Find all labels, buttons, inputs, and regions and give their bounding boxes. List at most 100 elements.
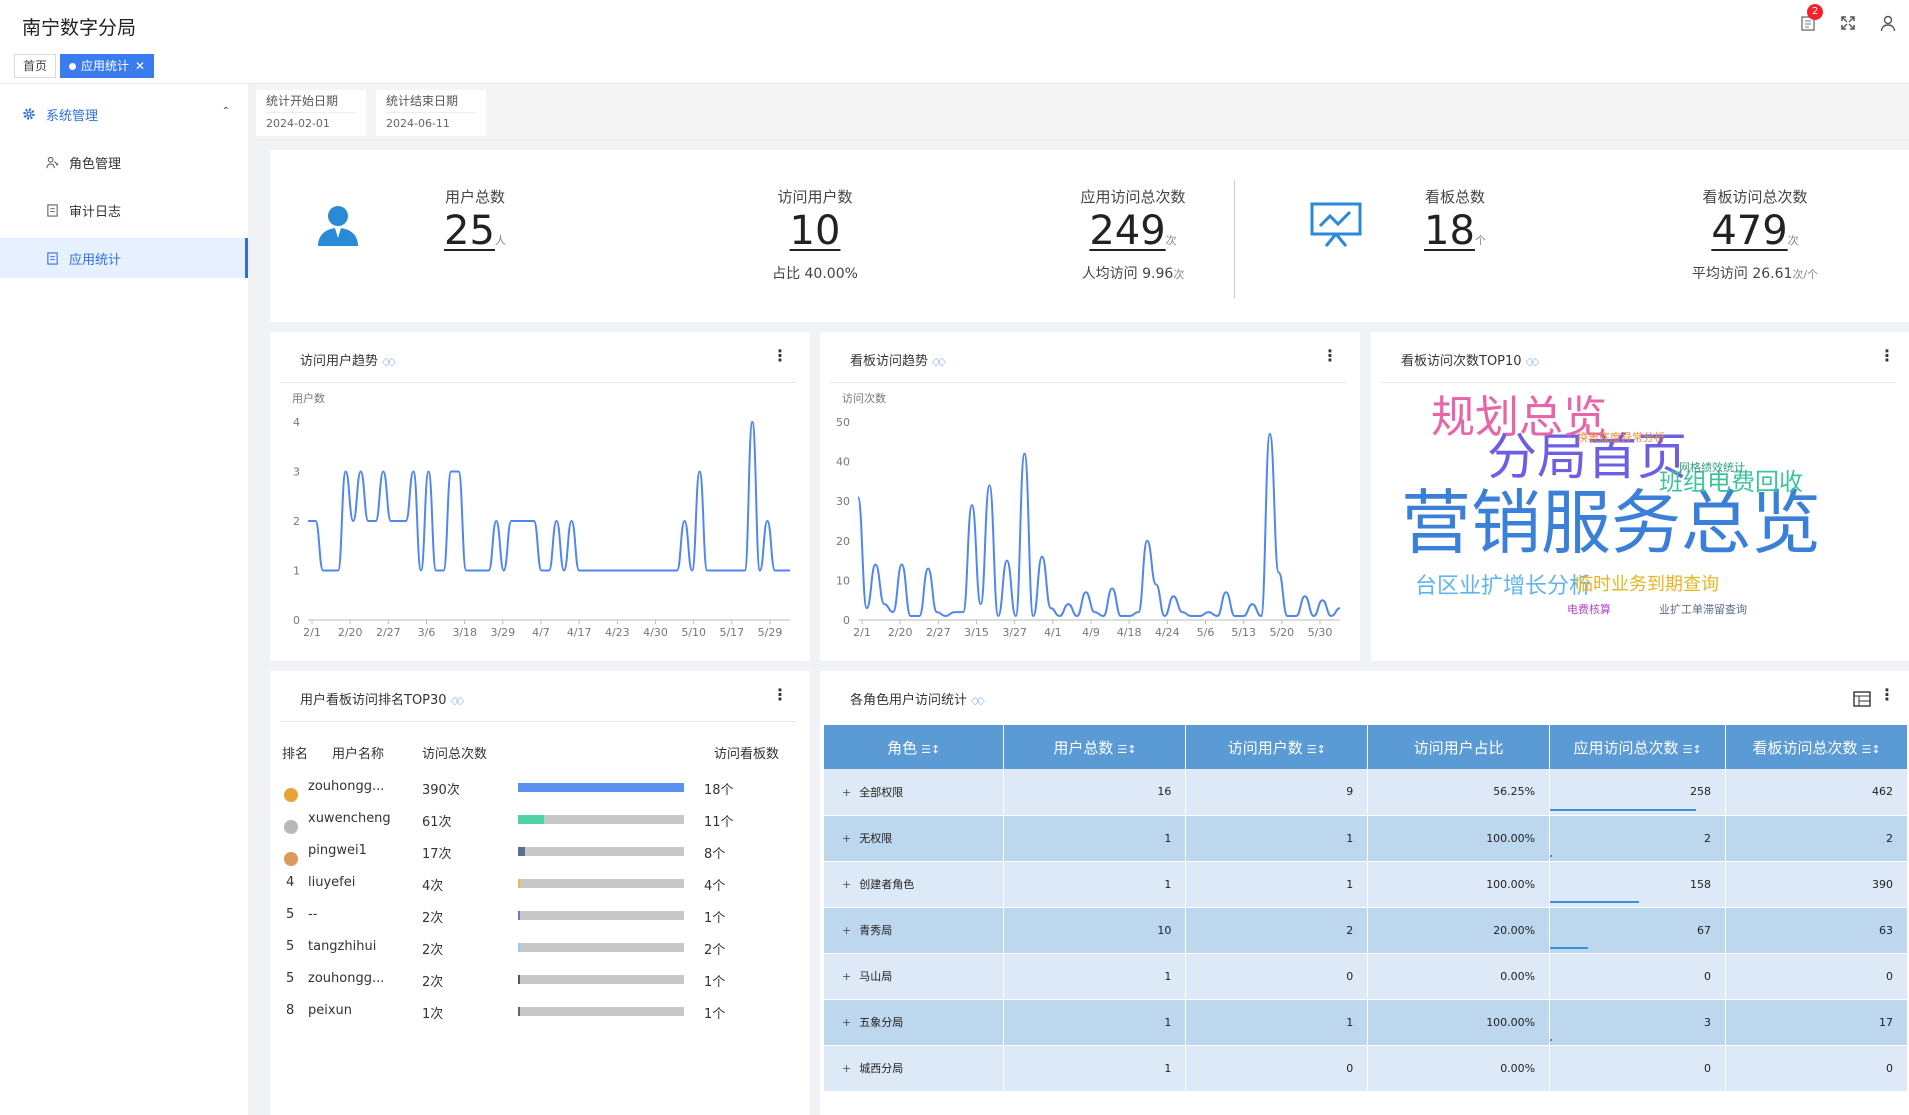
cell-value: 0 (1346, 969, 1354, 983)
wordcloud-word[interactable]: 营销服务总览 (1401, 482, 1821, 564)
ranking-row: 5 -- 2次 1个 (270, 899, 814, 931)
wordcloud-word[interactable]: 规划总览 (1431, 392, 1607, 443)
stat-value: 249 (1089, 208, 1166, 254)
column-header[interactable]: 应用访问总次数 ☰↕ (1549, 725, 1727, 769)
sort-icon[interactable]: ☰↕ (1306, 742, 1326, 756)
visit-users-cell: 0 (1185, 953, 1369, 1000)
close-tab-icon[interactable]: ✕ (135, 59, 146, 73)
wordcloud-word[interactable]: 网格绩效统计 (1679, 461, 1745, 474)
sidebar-item-audit-log[interactable]: 审计日志 (0, 190, 248, 230)
role-cell[interactable]: + 五象分局 (824, 999, 1005, 1046)
wordcloud-word[interactable]: 班组电费回收 (1659, 468, 1803, 496)
notification-icon[interactable]: 2 (1799, 4, 1823, 32)
role-icon (46, 156, 59, 168)
user-name: zouhongg... (308, 779, 385, 794)
role-cell[interactable]: + 全部权限 (824, 769, 1005, 816)
fullscreen-icon[interactable] (1839, 14, 1857, 32)
start-date-filter[interactable]: 统计开始日期 2024-02-01 (256, 90, 366, 136)
start-date-value[interactable]: 2024-02-01 (266, 117, 330, 130)
column-header[interactable]: 用户总数 ☰↕ (1003, 725, 1187, 769)
x-tick-label: 5/17 (719, 626, 744, 639)
more-menu-icon[interactable]: ⋮ (772, 346, 788, 365)
expand-icon[interactable]: + (842, 924, 852, 937)
board-visits-cell: 63 (1725, 907, 1908, 954)
sidebar-item-roles[interactable]: 角色管理 (0, 142, 248, 182)
end-date-value[interactable]: 2024-06-11 (386, 117, 450, 130)
document-icon (47, 203, 58, 217)
divider (830, 382, 1346, 383)
sort-icon[interactable]: ☰↕ (1117, 742, 1137, 756)
more-menu-icon[interactable]: ⋮ (1322, 346, 1338, 365)
column-header-label: 用户总数 (1053, 738, 1114, 757)
ratio-cell: 100.00% (1367, 815, 1551, 862)
more-menu-icon[interactable]: ⋮ (1879, 685, 1895, 704)
more-menu-icon[interactable]: ⋮ (1879, 346, 1895, 365)
wordcloud-word[interactable]: 电费核算 (1567, 603, 1611, 616)
expand-icon[interactable]: + (842, 785, 852, 799)
x-tick-label: 2/27 (376, 626, 401, 639)
table-row[interactable]: + 城西分局 1 0 0.00% 0 0 (824, 1045, 1908, 1092)
column-header[interactable]: 访问用户数 ☰↕ (1185, 725, 1369, 769)
role-cell[interactable]: + 马山局 (824, 953, 1005, 1000)
x-tick-label: 3/15 (964, 626, 989, 639)
role-cell[interactable]: + 城西分局 (824, 1045, 1005, 1092)
column-header[interactable]: 访问用户占比 (1367, 725, 1551, 769)
x-tick-label: 5/29 (758, 626, 783, 639)
role-cell[interactable]: + 无权限 (824, 815, 1005, 862)
diamond-icon: ◇◇ (932, 355, 946, 368)
sidebar-group-label: 系统管理 (46, 108, 99, 124)
gear-icon (23, 108, 35, 120)
users-cell: 1 (1003, 861, 1187, 908)
sidebar-group-system[interactable]: 系统管理 ⌃ (0, 94, 248, 134)
visit-count: 2次 (422, 911, 444, 926)
app-visits-cell: 258 (1549, 769, 1727, 816)
sidebar: 系统管理 ⌃ 角色管理 审计日志 应用统计 (0, 84, 248, 1115)
users-cell: 10 (1003, 907, 1187, 954)
user-icon[interactable] (1879, 14, 1897, 32)
role-cell[interactable]: + 创建者角色 (824, 861, 1005, 908)
wordcloud-word[interactable]: 换表底度异常分析 (1577, 431, 1665, 444)
more-menu-icon[interactable]: ⋮ (772, 685, 788, 704)
diamond-icon: ◇◇ (382, 355, 396, 368)
table-row[interactable]: + 青秀局 10 2 20.00% 67 63 (824, 907, 1908, 954)
expand-icon[interactable]: + (842, 1062, 852, 1075)
app-visits-cell: 158 (1549, 861, 1727, 908)
visit-bar-track (518, 847, 684, 856)
expand-icon[interactable]: + (842, 878, 852, 891)
table-export-icon[interactable] (1853, 691, 1871, 707)
end-date-filter[interactable]: 统计结束日期 2024-06-11 (376, 90, 486, 136)
card-title-text: 访问用户趋势 (300, 354, 379, 369)
sidebar-item-app-stats[interactable]: 应用统计 (0, 238, 248, 278)
sort-icon[interactable]: ☰↕ (921, 742, 941, 756)
visit-bar-fill (518, 911, 520, 920)
table-row[interactable]: + 创建者角色 1 1 100.00% 158 390 (824, 861, 1908, 908)
wordcloud-word[interactable]: 业扩工单滞留查询 (1659, 603, 1747, 616)
wordcloud-word[interactable]: 台区业扩增长分析 (1415, 574, 1592, 599)
column-header[interactable]: 角色 ☰↕ (824, 725, 1005, 769)
table-row[interactable]: + 无权限 1 1 100.00% 2 2 (824, 815, 1908, 862)
visit-bar-track (518, 815, 684, 824)
visit-bar-track (518, 879, 684, 888)
table-row[interactable]: + 五象分局 1 1 100.00% 3 17 (824, 999, 1908, 1046)
table-row[interactable]: + 马山局 1 0 0.00% 0 0 (824, 953, 1908, 1000)
stat-total-users: 用户总数 25人 (410, 186, 540, 255)
stat-title: 应用访问总次数 (1080, 188, 1186, 206)
role-cell[interactable]: + 青秀局 (824, 907, 1005, 954)
tab-home[interactable]: 首页 (14, 54, 57, 78)
cell-value: 1 (1164, 877, 1172, 891)
wordcloud-word[interactable]: 临时业务到期查询 (1575, 574, 1719, 595)
table-row[interactable]: + 全部权限 16 9 56.25% 258 462 (824, 769, 1908, 816)
sort-icon[interactable]: ☰↕ (1861, 742, 1881, 756)
sort-icon[interactable]: ☰↕ (1682, 742, 1702, 756)
tab-app-stats[interactable]: 应用统计 ✕ (60, 54, 155, 78)
expand-icon[interactable]: + (842, 832, 852, 845)
wordcloud-word[interactable]: 分局首页 (1487, 428, 1687, 486)
column-header[interactable]: 看板访问总次数 ☰↕ (1725, 725, 1908, 769)
card-title: 访问用户趋势 ◇◇ (300, 350, 396, 369)
app-visits-cell: 0 (1549, 1045, 1727, 1092)
expand-icon[interactable]: + (842, 970, 852, 983)
expand-icon[interactable]: + (842, 1016, 852, 1029)
rank-number: 5 (286, 907, 295, 922)
visit-count: 2次 (422, 943, 444, 958)
diamond-icon: ◇◇ (971, 694, 985, 707)
